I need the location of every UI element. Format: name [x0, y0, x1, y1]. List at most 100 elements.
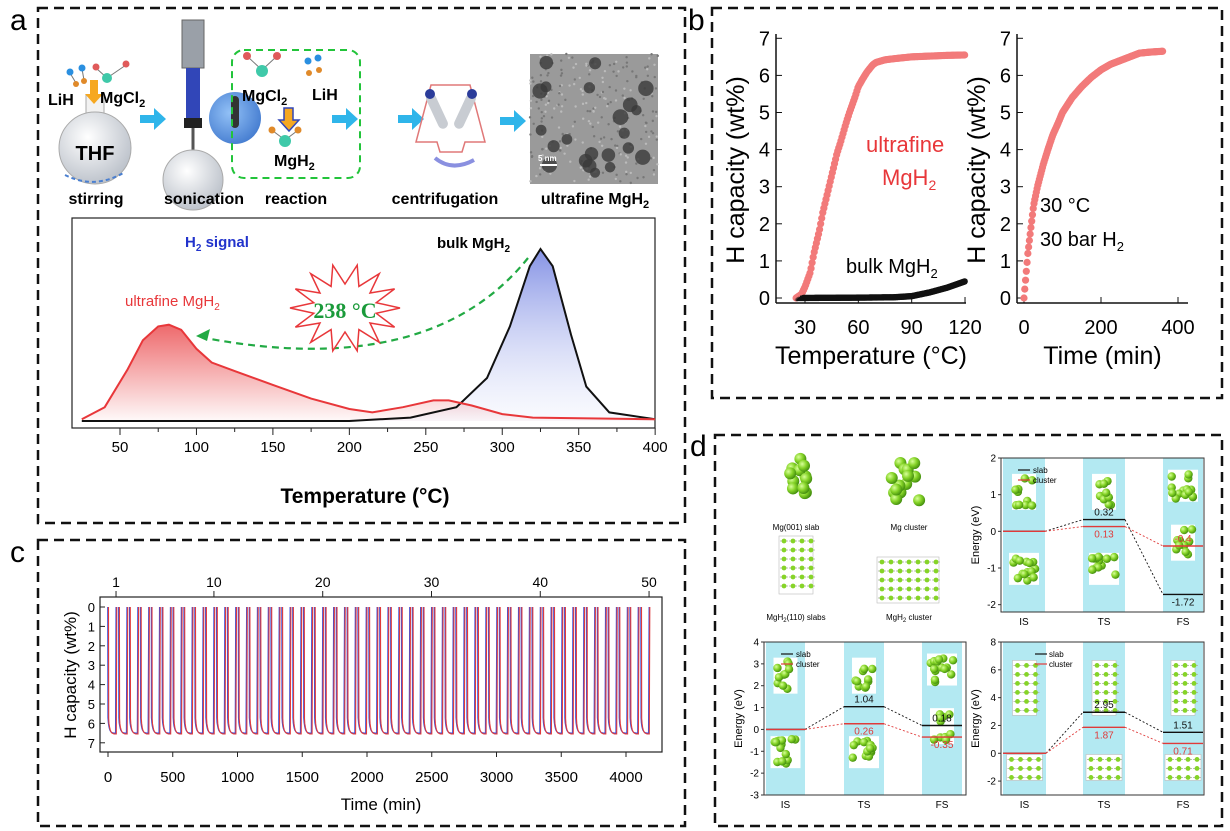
- cluster-value-label: 0.71: [1173, 746, 1193, 757]
- slab-connector: [883, 706, 923, 726]
- mgh2-cluster-atom: [879, 568, 885, 574]
- capacity-point: [1028, 217, 1036, 225]
- tem-noise: [586, 109, 589, 113]
- mgh2-slab-atom: [781, 574, 787, 580]
- mgh2-cluster-atom: [915, 577, 921, 583]
- ultrafine-label-b-2: MgH2: [882, 165, 936, 193]
- tem-noise: [573, 120, 576, 123]
- state-structure-cluster-atom: [1087, 554, 1097, 563]
- mgh2-slab-atom: [799, 556, 805, 562]
- state-structure-cluster-atom: [948, 656, 958, 665]
- mgh2-cluster-atom: [906, 595, 912, 601]
- tem-noise: [539, 80, 543, 83]
- legend-label: cluster: [1049, 660, 1073, 669]
- tem-noise: [529, 133, 532, 136]
- state-label: TS: [1098, 800, 1111, 811]
- tem-noise: [532, 122, 535, 125]
- state-label: FS: [1177, 617, 1190, 628]
- mgh2-slab-atom: [799, 547, 805, 553]
- state-structure-cluster-atom: [1184, 470, 1193, 479]
- mgh2-slab-atom: [799, 583, 805, 589]
- panel-a-frame: [36, 6, 687, 525]
- state-structure-atom: [1027, 476, 1037, 485]
- tem-noise: [635, 75, 638, 79]
- tem-noise: [631, 70, 634, 73]
- step-centrifugation: centrifugation: [392, 191, 499, 208]
- tem-noise: [608, 64, 612, 67]
- tem-noise: [538, 167, 542, 170]
- state-structure-bg: [1170, 660, 1196, 716]
- tem-noise: [651, 119, 655, 123]
- tem-noise: [564, 98, 567, 102]
- tem-noise: [561, 133, 565, 136]
- state-structure-cluster-atom: [1025, 558, 1034, 568]
- x-tick-label: 300: [490, 439, 515, 456]
- tem-noise: [608, 85, 611, 89]
- ultrafine-point: [808, 259, 816, 267]
- x-axis-title: Temperature (°C): [280, 485, 449, 508]
- tem-noise: [582, 117, 585, 120]
- cluster-value-label: 0.13: [1094, 530, 1114, 541]
- mgh2-cluster-atom: [933, 559, 939, 565]
- structure-label-rest: cluster: [906, 613, 932, 622]
- state-structure-cluster-atom: [1036, 757, 1041, 762]
- state-label: IS: [781, 800, 791, 811]
- tem-noise: [610, 137, 613, 141]
- mgh2-slab-atom: [799, 574, 805, 580]
- y-tick-label: 4: [753, 638, 759, 649]
- x-tick-label: 4000: [609, 769, 642, 786]
- tem-noise: [547, 99, 551, 103]
- state-structure-cluster-atom: [1106, 757, 1112, 762]
- state-structure-cluster-atom: [930, 675, 940, 684]
- tem-noise: [553, 107, 556, 110]
- panel-d-frame: [713, 433, 1224, 828]
- y-tick-label: 2: [990, 721, 996, 732]
- legend-label: cluster: [796, 660, 820, 669]
- panel-label-c: c: [10, 536, 25, 569]
- tem-noise: [541, 154, 544, 157]
- state-structure-atom: [1112, 663, 1118, 668]
- tem-noise: [642, 97, 645, 100]
- tem-noise: [573, 78, 577, 81]
- mgh2-slab-atom: [790, 538, 796, 544]
- state-structure-atom: [1182, 663, 1188, 668]
- mgh2-slab-atom: [781, 583, 787, 589]
- tem-noise: [531, 94, 535, 98]
- state-structure-cluster-atom: [1029, 573, 1038, 582]
- state-structure-cluster-atom: [1088, 565, 1097, 575]
- nanoparticle: [584, 147, 599, 161]
- mgh2-cluster-atom: [924, 595, 930, 601]
- tem-noise: [650, 53, 653, 56]
- panel-b-frame: [710, 6, 1224, 400]
- step-reaction: reaction: [265, 191, 327, 208]
- slab-connector: [804, 706, 845, 730]
- centrifuge-icon: [415, 84, 486, 168]
- mgh2-slab-atom: [790, 574, 796, 580]
- tem-noise: [568, 84, 571, 87]
- tpd-chart: 50 100 150 200 250 300 350 400 Temperature (°C)…: [71, 217, 668, 508]
- mgh2-slab-atom: [790, 583, 796, 589]
- tem-noise: [619, 153, 622, 156]
- tem-noise: [588, 73, 591, 76]
- tem-noise: [581, 93, 585, 96]
- tem-noise: [547, 71, 550, 75]
- state-label: TS: [1098, 617, 1111, 628]
- nanoparticle: [601, 148, 616, 162]
- y-tick-label: 5: [759, 103, 770, 125]
- state-structure-atom: [1103, 699, 1109, 704]
- x-tick-label: 60: [847, 317, 869, 339]
- state-structure-cluster-atom: [1036, 766, 1041, 771]
- state-structure-atom: [1015, 663, 1020, 668]
- tem-noise: [615, 60, 618, 63]
- state-structure-cluster-atom: [1185, 757, 1191, 762]
- mg-cluster-atom: [890, 493, 903, 506]
- state-structure-cluster-atom: [1115, 757, 1121, 762]
- capacity-point: [1028, 211, 1037, 219]
- tem-noise: [540, 117, 544, 120]
- mgh2-slab-atom: [799, 538, 805, 544]
- state-structure-atom: [868, 664, 877, 674]
- h2-signal-label: H2 signal: [185, 234, 249, 254]
- y-tick-label: 1: [753, 703, 759, 714]
- sonicator-icon: [162, 19, 261, 211]
